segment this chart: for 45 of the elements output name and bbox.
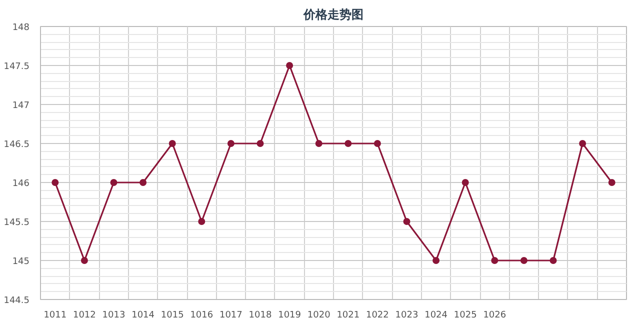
- point: [110, 179, 118, 186]
- y-tick-label: 144.5: [4, 296, 30, 306]
- y-tick-label: 146.5: [4, 140, 30, 150]
- x-tick-label: 1018: [248, 310, 272, 320]
- x-tick-label: 1026: [483, 310, 506, 320]
- point: [344, 140, 352, 147]
- point: [198, 218, 206, 225]
- point: [140, 179, 147, 186]
- y-tick-label: 146: [12, 179, 30, 189]
- point: [432, 257, 440, 264]
- point: [80, 257, 88, 264]
- point: [286, 62, 294, 69]
- point: [608, 179, 616, 186]
- x-tick-label: 1025: [454, 310, 477, 320]
- x-tick-label: 1019: [278, 310, 302, 320]
- y-tick-label: 147: [12, 101, 30, 111]
- point: [168, 140, 176, 147]
- x-tick-label: 1024: [424, 310, 448, 320]
- point: [491, 257, 498, 264]
- point: [227, 140, 234, 147]
- x-tick-label: 1015: [160, 310, 184, 320]
- x-tick-label: 1020: [307, 310, 331, 320]
- point: [315, 140, 322, 147]
- point: [256, 140, 264, 147]
- x-tick-label: 1021: [336, 310, 360, 320]
- point: [462, 179, 469, 186]
- y-tick-label: 145: [12, 257, 30, 267]
- point: [520, 257, 528, 264]
- y-tick-label: 148: [12, 23, 30, 33]
- y-tick-label: 147.5: [4, 62, 30, 72]
- x-tick-label: 1012: [73, 310, 96, 320]
- point: [374, 140, 381, 147]
- chart-title: 价格走势图: [302, 8, 364, 22]
- y-tick-label: 145.5: [4, 218, 30, 228]
- x-tick-label: 1011: [44, 310, 67, 320]
- point: [403, 218, 410, 225]
- x-tick-label: 1023: [395, 310, 418, 320]
- point: [550, 257, 557, 264]
- x-tick-label: 1013: [102, 310, 126, 320]
- x-tick-label: 1014: [132, 310, 155, 320]
- x-tick-label: 1016: [190, 310, 214, 320]
- x-tick-label: 1017: [220, 310, 242, 320]
- point: [579, 140, 586, 147]
- point: [52, 179, 59, 186]
- x-tick-label: 1022: [366, 310, 389, 320]
